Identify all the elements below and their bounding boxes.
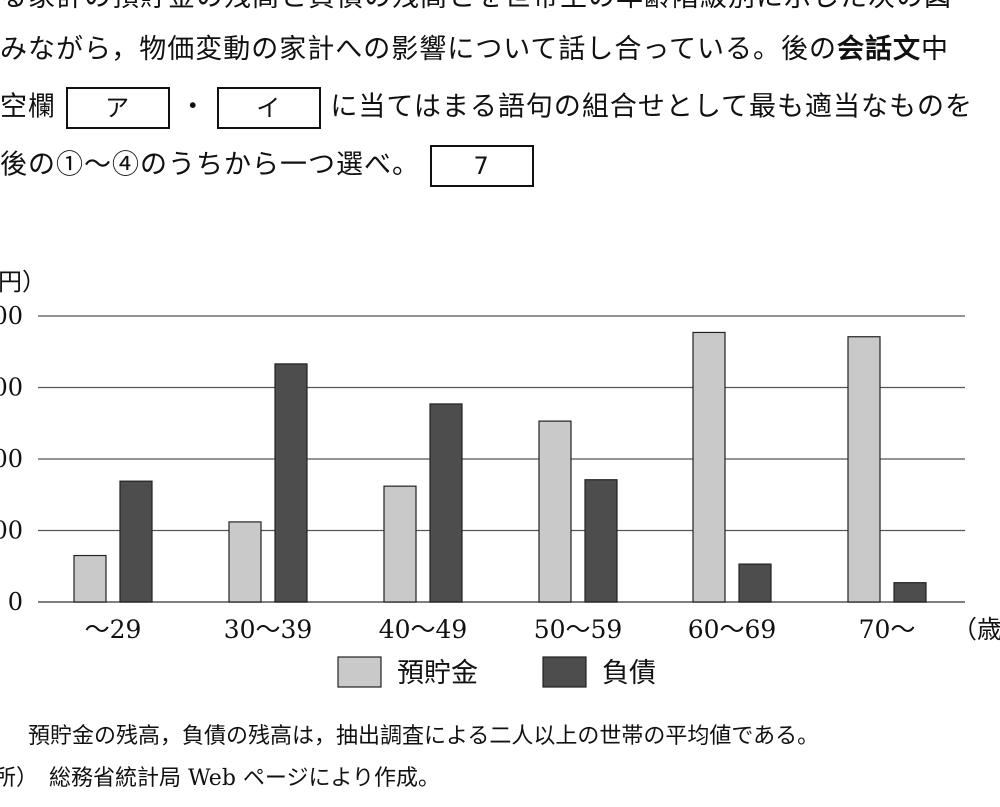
legend-label: 負債 xyxy=(602,658,656,689)
footnote: 預貯金の残高，負債の残高は，抽出調査による二人以上の世帯の平均値である。 xyxy=(28,724,820,749)
question-text-3: 後の①～④のうちから一つ選べ。 xyxy=(0,149,420,181)
blank-box-i: イ xyxy=(216,87,321,129)
y-axis-label: 円） xyxy=(0,268,46,296)
x-tick-label: 70～ xyxy=(859,615,916,644)
x-tick-label: 30～39 xyxy=(224,615,313,644)
question-text-2b: に当てはまる語句の組合せとして最も適当なものを xyxy=(330,91,974,123)
question-text-1b: 中 xyxy=(921,34,950,65)
question-line-3: 後の①～④のうちから一つ選べ。 7 xyxy=(0,145,534,187)
legend-label: 預貯金 xyxy=(397,658,478,689)
bar-debt xyxy=(584,479,618,603)
x-tick-label: 50～59 xyxy=(534,615,623,644)
bar-debt xyxy=(893,582,927,603)
x-tick-label: ～29 xyxy=(85,615,142,644)
question-text-1-bold: 会話文 xyxy=(837,34,922,65)
bar-savings xyxy=(383,485,417,603)
blank-box-a: ア xyxy=(65,87,170,129)
answer-number-box: 7 xyxy=(429,145,534,187)
bars xyxy=(73,331,927,603)
legend-swatch xyxy=(337,656,382,688)
bar-savings xyxy=(538,420,572,603)
axis-labels: 円）0000000000000～2930～3940～4950～5960～6970… xyxy=(0,268,1000,644)
legend: 預貯金 負債 xyxy=(337,656,656,689)
bar-chart: 円）0000000000000～2930～3940～4950～5960～6970… xyxy=(0,268,1000,689)
y-tick-label: 000 xyxy=(0,302,23,330)
y-tick-label: 000 xyxy=(0,517,23,545)
bar-savings xyxy=(73,554,107,603)
bar-savings xyxy=(228,521,262,603)
question-text-2a: 空欄 xyxy=(0,91,56,123)
question-text-1a: みながら，物価変動の家計への影響について話し合っている。後の xyxy=(0,34,838,65)
question-line-2: 空欄 ア ・ イ に当てはまる語句の組合せとして最も適当なものを xyxy=(0,87,973,129)
legend-swatch xyxy=(542,656,587,688)
bar-debt xyxy=(119,480,153,603)
bar-debt xyxy=(429,403,463,603)
y-tick-label: 0 xyxy=(8,588,23,616)
question-line-1: みながら，物価変動の家計への影響について話し合っている。後の会話文中 xyxy=(0,30,949,70)
y-tick-label: 000 xyxy=(0,374,23,402)
x-axis-unit: （歳） xyxy=(952,615,1000,644)
bar-savings xyxy=(692,331,726,603)
question-line-0: る家計の預貯金の残高と負債の残高とを世帯主の年齢階級別に示した次の図 xyxy=(0,0,952,18)
x-tick-label: 60～69 xyxy=(688,615,777,644)
bar-debt xyxy=(274,363,308,603)
y-tick-label: 000 xyxy=(0,445,23,473)
question-dot: ・ xyxy=(179,91,208,123)
x-tick-label: 40～49 xyxy=(379,615,468,644)
bar-debt xyxy=(738,563,772,603)
source-note: 所） 総務省統計局 Web ページにより作成。 xyxy=(0,766,441,791)
grid-lines xyxy=(38,315,965,603)
bar-savings xyxy=(847,336,881,603)
question-text-0: る家計の預貯金の残高と負債の残高とを世帯主の年齢階級別に示した次の図 xyxy=(0,0,952,13)
